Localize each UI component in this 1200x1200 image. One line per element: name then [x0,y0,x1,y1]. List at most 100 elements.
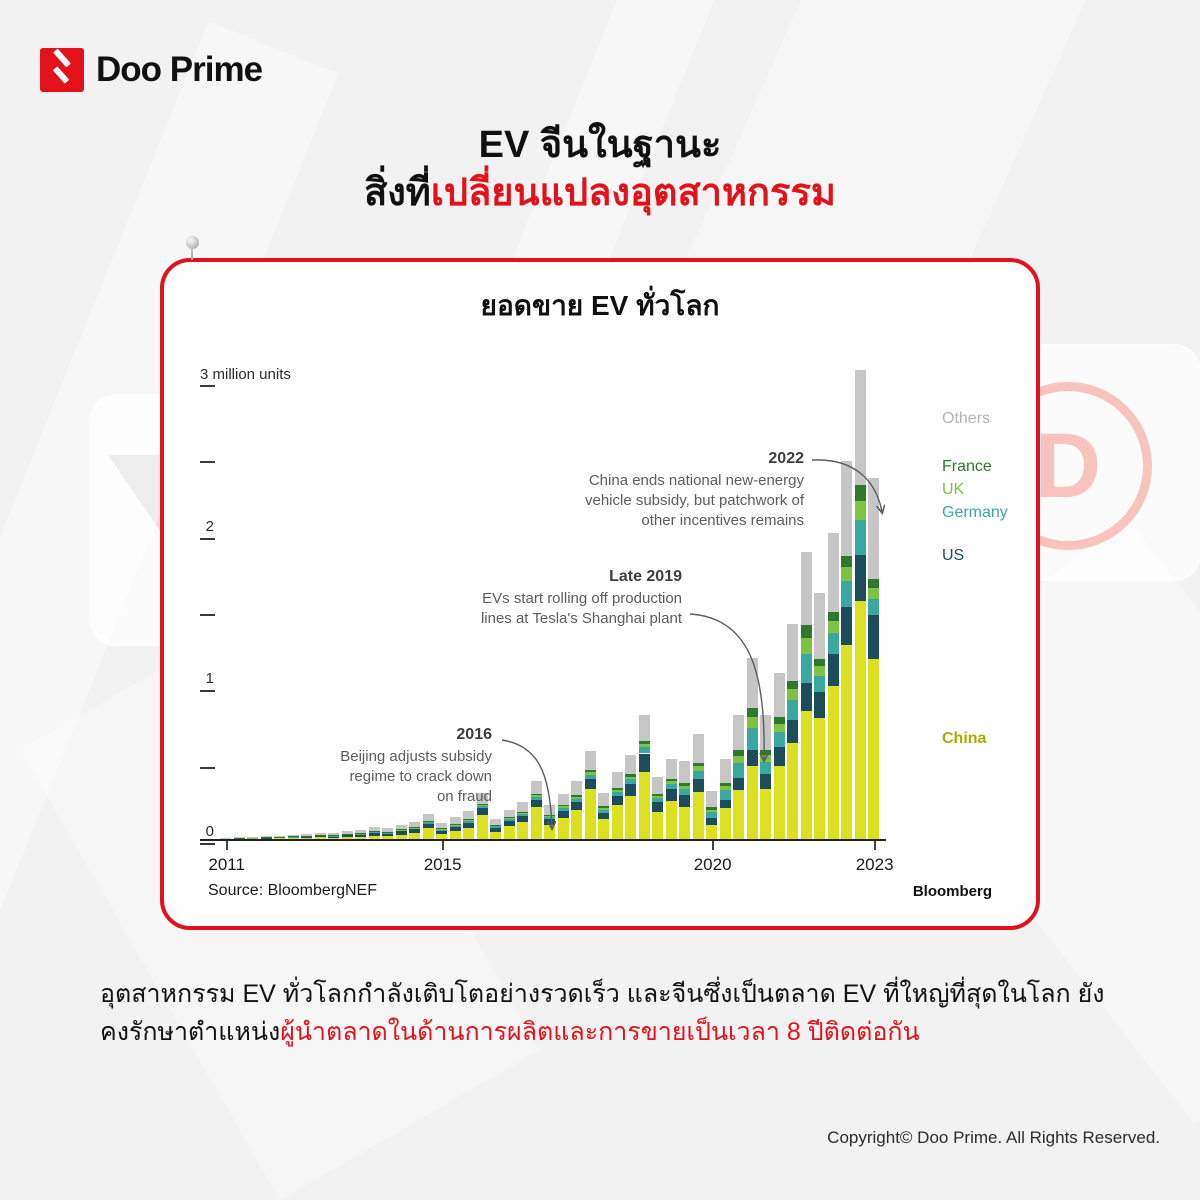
bar-segment-france [692,762,704,767]
bar-2013-Q2 [341,262,353,839]
page-title-line2-black: สิ่งที่ [364,171,431,214]
bar-2016-Q2 [503,262,515,839]
bar-segment-france [571,795,583,797]
bar-segment-uk [598,807,610,810]
bar-segment-others [274,835,286,837]
bar-segment-china [260,838,272,840]
bar-segment-france [841,555,853,568]
y-axis-tick [200,537,215,540]
bar-segment-us [436,830,448,835]
bar-2020-Q3 [733,262,745,839]
brand-logo: Doo Prime [40,48,263,92]
bar-2015-Q4 [476,262,488,839]
brand-logo-label: Doo Prime [96,50,263,89]
bar-segment-others [328,833,340,836]
bar-segment-germany [652,798,664,803]
x-axis-tick [873,841,876,850]
bar-segment-others [598,793,610,807]
bar-segment-others [719,758,731,784]
bar-segment-us [760,774,772,789]
bar-segment-others [476,793,488,804]
bar-segment-germany [719,790,731,800]
bar-segment-china [422,828,434,839]
bar-segment-france [368,830,380,832]
bar-segment-others [368,826,380,831]
bar-segment-germany [422,822,434,824]
bar-segment-us [679,794,691,807]
bar-segment-others [625,755,637,775]
bar-segment-others [571,781,583,796]
bar-segment-china [436,834,448,839]
bar-segment-france [557,805,569,807]
bar-segment-uk [868,587,880,599]
bar-2011-Q3 [247,262,259,840]
bar-segment-us [746,750,758,766]
bar-segment-germany [746,727,758,751]
bar-segment-france [422,820,434,822]
x-axis-tick-label: 2011 [208,855,245,874]
chart-annotation-2016: 2016 Beijing adjusts subsidy regime to cra… [262,724,492,807]
y-axis-tick [200,843,215,845]
bar-2016-Q3 [517,262,529,839]
bar-segment-others [854,370,866,485]
bar-segment-france [274,836,286,838]
doo-prime-mark-icon [40,48,84,92]
bar-segment-others [787,624,799,681]
bar-segment-us [638,753,650,772]
annotation-line: regime to crack down [349,768,492,786]
bar-segment-others [665,759,677,779]
bar-segment-others [436,822,448,829]
bar-segment-germany [463,820,475,823]
bar-segment-germany [557,808,569,811]
bar-segment-uk [692,766,704,772]
bar-segment-france [760,750,772,756]
bar-segment-germany [409,828,421,830]
bar-segment-germany [449,825,461,828]
bar-segment-us [841,606,853,646]
bar-segment-germany [625,779,637,785]
bar-segment-germany [598,809,610,813]
bar-segment-us [449,827,461,832]
bar-segment-us [287,836,299,839]
bar-segment-uk [449,824,461,826]
bar-segment-uk [733,756,745,764]
bar-segment-germany [773,732,785,748]
bar-segment-china [287,838,299,839]
x-axis-tick-label: 2023 [855,855,894,874]
bar-segment-others [557,793,569,806]
page-title-line1: EV จีนในฐานะ [478,124,722,166]
bar-2019-Q3 [679,262,691,839]
y-axis-tick [200,614,215,616]
bar-2019-Q1 [652,262,664,839]
bar-segment-germany [665,784,677,790]
bar-2020-Q4 [746,262,758,839]
bar-segment-france [598,806,610,808]
bar-segment-france [638,740,650,744]
bar-segment-france [449,823,461,825]
bar-segment-germany [584,774,596,780]
bar-segment-china [760,788,772,839]
bar-segment-others [827,532,839,612]
bar-segment-uk [760,755,772,762]
chart-annotation-2022: 2022 China ends national new-energy vehicl… [504,448,804,531]
bar-segment-uk [800,638,812,655]
bar-segment-china [544,825,556,839]
body-text-red: ผู้นำตลาดในด้านการผลิตและการขายเป็นเวลา … [280,1018,920,1046]
bar-segment-us [773,747,785,766]
y-axis-tick-label: 2 [205,517,214,535]
bar-segment-china [868,658,880,839]
bar-segment-others [530,781,542,794]
bar-segment-us [571,802,583,810]
bar-segment-uk [476,804,488,807]
bar-segment-china [476,814,488,839]
bar-segment-us [382,833,394,837]
bar-segment-uk [517,812,529,815]
bar-2017-Q2 [557,262,569,839]
bar-segment-germany [611,792,623,797]
chart-annotation-late-2019: Late 2019 EVs start rolling off productio… [382,566,682,629]
page-title-line2-red: เปลี่ยนแปลงอุตสาหกรรม [430,171,836,214]
bar-segment-us [557,810,569,818]
bar-segment-us [341,835,353,838]
bar-segment-france [382,831,394,833]
bar-segment-uk [625,776,637,780]
